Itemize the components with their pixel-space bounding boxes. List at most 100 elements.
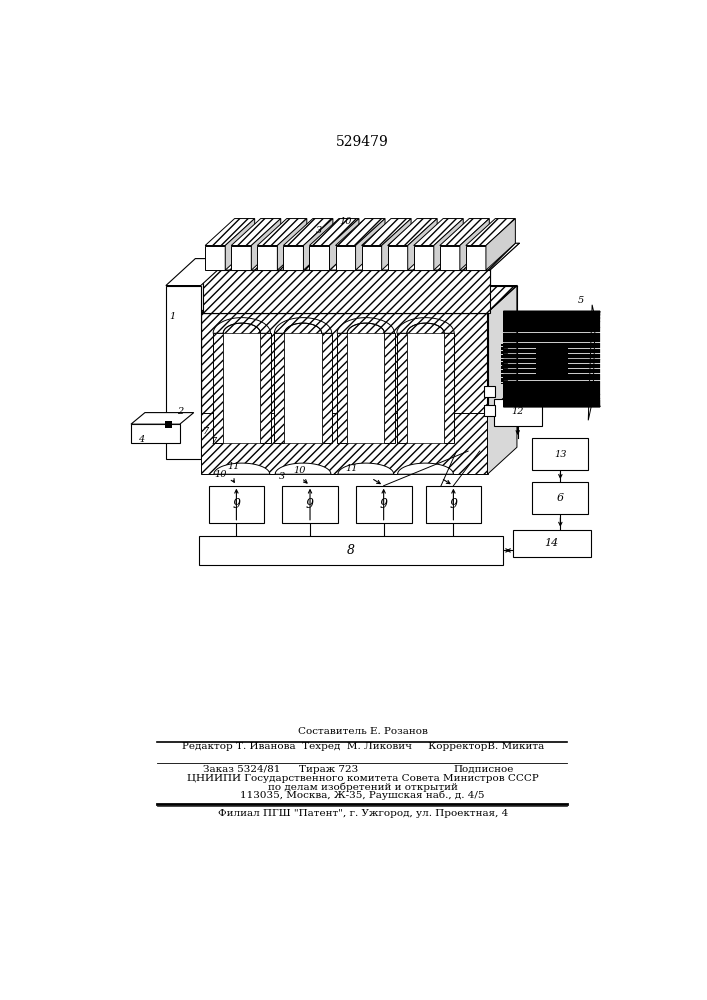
Polygon shape (488, 286, 517, 459)
Polygon shape (226, 219, 255, 270)
Text: 7: 7 (211, 437, 217, 446)
Text: по делам изобретений и открытий: по делам изобретений и открытий (268, 782, 457, 792)
Polygon shape (223, 333, 260, 443)
Polygon shape (414, 246, 434, 270)
Bar (484, 405, 495, 416)
Text: 2: 2 (177, 407, 183, 416)
Polygon shape (205, 219, 255, 246)
Text: 529479: 529479 (337, 135, 389, 149)
Polygon shape (274, 333, 284, 443)
Polygon shape (274, 318, 332, 333)
Text: 11: 11 (227, 462, 240, 471)
Text: 9: 9 (233, 498, 240, 511)
Bar (532, 482, 588, 514)
Polygon shape (486, 219, 515, 270)
Polygon shape (284, 219, 333, 246)
Text: 3: 3 (279, 472, 285, 481)
Polygon shape (257, 246, 277, 270)
Polygon shape (408, 219, 437, 270)
Bar (426, 486, 481, 523)
Polygon shape (397, 318, 454, 333)
Polygon shape (205, 246, 226, 270)
Polygon shape (444, 333, 454, 443)
Polygon shape (131, 424, 180, 443)
Text: 8: 8 (347, 544, 355, 557)
Polygon shape (166, 259, 230, 286)
Polygon shape (361, 219, 411, 246)
Polygon shape (251, 219, 281, 270)
Text: 1: 1 (169, 312, 175, 321)
Bar (209, 486, 264, 523)
Polygon shape (337, 333, 347, 443)
Text: 5: 5 (578, 296, 583, 305)
Polygon shape (203, 270, 490, 312)
Polygon shape (201, 413, 488, 474)
Bar (493, 399, 542, 426)
Polygon shape (329, 219, 359, 270)
Text: ЦНИИПИ Государственного комитета Совета Министров СССР: ЦНИИПИ Государственного комитета Совета … (187, 774, 539, 783)
Bar (356, 486, 411, 523)
Text: 6: 6 (557, 493, 564, 503)
Text: 113035, Москва, Ж-35, Раушская наб., д. 4/5: 113035, Москва, Ж-35, Раушская наб., д. … (240, 791, 485, 800)
Polygon shape (336, 219, 385, 246)
Text: 13: 13 (554, 450, 566, 459)
Polygon shape (434, 219, 463, 270)
Bar (532, 438, 588, 470)
Polygon shape (356, 219, 385, 270)
Text: Тираж 723: Тираж 723 (299, 765, 358, 774)
Text: Составитель Е. Розанов: Составитель Е. Розанов (298, 727, 428, 736)
Polygon shape (213, 318, 271, 333)
Text: 3: 3 (315, 226, 322, 235)
Text: 9: 9 (450, 498, 457, 511)
Polygon shape (201, 312, 488, 459)
Polygon shape (322, 333, 332, 443)
Polygon shape (440, 246, 460, 270)
Polygon shape (303, 219, 333, 270)
Bar (199, 536, 503, 565)
Polygon shape (387, 246, 408, 270)
Polygon shape (361, 246, 382, 270)
Polygon shape (460, 219, 489, 270)
Polygon shape (201, 286, 517, 312)
Polygon shape (385, 333, 395, 443)
Bar (484, 386, 495, 397)
Polygon shape (336, 246, 356, 270)
Polygon shape (414, 219, 463, 246)
Text: 4: 4 (138, 435, 144, 444)
Polygon shape (284, 333, 322, 443)
Polygon shape (310, 246, 329, 270)
Polygon shape (588, 305, 595, 420)
Polygon shape (231, 219, 281, 246)
Polygon shape (257, 219, 307, 246)
Polygon shape (275, 463, 331, 474)
Polygon shape (338, 463, 394, 474)
Text: 7: 7 (203, 427, 209, 436)
Polygon shape (260, 333, 271, 443)
Text: Заказ 5324/81: Заказ 5324/81 (203, 765, 281, 774)
Polygon shape (382, 219, 411, 270)
Text: 9: 9 (380, 498, 387, 511)
Bar (513, 530, 590, 557)
Polygon shape (284, 246, 303, 270)
Polygon shape (214, 463, 270, 474)
Polygon shape (397, 463, 453, 474)
Bar (282, 486, 338, 523)
Polygon shape (466, 246, 486, 270)
Text: 10: 10 (339, 217, 352, 226)
Text: 10: 10 (293, 466, 306, 475)
Polygon shape (231, 246, 251, 270)
Polygon shape (488, 386, 517, 474)
Polygon shape (387, 219, 437, 246)
Polygon shape (466, 219, 515, 246)
Text: 12: 12 (511, 407, 524, 416)
Polygon shape (440, 219, 489, 246)
Text: 9: 9 (306, 498, 314, 511)
Polygon shape (347, 333, 385, 443)
Polygon shape (397, 333, 407, 443)
Polygon shape (337, 318, 395, 333)
Text: 14: 14 (544, 538, 559, 548)
Text: Подписное: Подписное (453, 765, 514, 774)
Polygon shape (213, 333, 223, 443)
Polygon shape (166, 286, 201, 459)
Polygon shape (407, 333, 444, 443)
